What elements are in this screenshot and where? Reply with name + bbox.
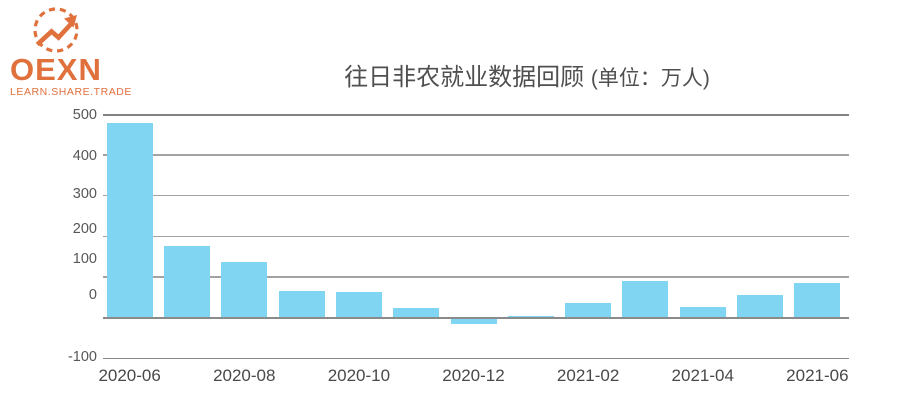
bar-2020-11[interactable] (393, 308, 440, 318)
gridline-400 (103, 154, 849, 156)
y-axis-label-100: 100 (72, 251, 97, 267)
y-axis-label-200: 200 (72, 220, 97, 237)
y-axis-label-0: 0 (88, 287, 97, 303)
bar-2020-09[interactable] (278, 291, 325, 318)
x-axis-label-2020-12: 2020-12 (442, 366, 505, 385)
bar-2021-04[interactable] (679, 307, 726, 318)
bar-2021-02[interactable] (565, 302, 612, 318)
chart-title-unit: (单位：万人) (590, 67, 710, 90)
bar-2021-01[interactable] (507, 315, 554, 318)
y-axis-label-400: 400 (72, 148, 97, 164)
gridline-200 (103, 235, 849, 238)
bar-2020-12[interactable] (450, 318, 497, 324)
bar-2021-05[interactable] (737, 295, 784, 318)
x-axis-label-2021-04: 2021-04 (671, 366, 734, 385)
bar-2020-06[interactable] (106, 122, 153, 318)
chart-title-text: 往日非农就业数据回顾 (344, 64, 585, 91)
gridline-100 (103, 276, 849, 278)
x-axis-label-2021-02: 2021-02 (556, 366, 620, 385)
bar-2020-10[interactable] (335, 291, 382, 318)
bar-2021-03[interactable] (622, 280, 669, 318)
x-axis-label-2020-06: 2020-06 (98, 366, 161, 385)
x-axis-label-2020-10: 2020-10 (327, 366, 391, 385)
x-axis-label-2020-08: 2020-08 (213, 366, 276, 385)
brand-name: OEXN (10, 52, 102, 87)
chart-title: 往日非农就业数据回顾 (单位：万人) (344, 57, 710, 92)
y-axis-label-300: 300 (72, 186, 97, 202)
bar-2020-07[interactable] (163, 246, 210, 318)
gridline-300 (103, 194, 849, 197)
gridline--100 (103, 357, 849, 360)
trend-arrow-icon (33, 7, 79, 53)
y-axis-label--100: -100 (67, 349, 97, 365)
gridline-500 (103, 113, 849, 116)
y-axis-label-500: 500 (72, 107, 97, 123)
brand-tagline: LEARN.SHARE.TRADE (10, 86, 132, 98)
brand-logo: OEXN LEARN.SHARE.TRADE (0, 0, 131, 100)
zero-baseline (103, 317, 849, 319)
bar-2020-08[interactable] (221, 262, 268, 318)
x-axis-label-2021-06: 2021-06 (786, 366, 849, 385)
bar-2021-06[interactable] (794, 283, 841, 318)
